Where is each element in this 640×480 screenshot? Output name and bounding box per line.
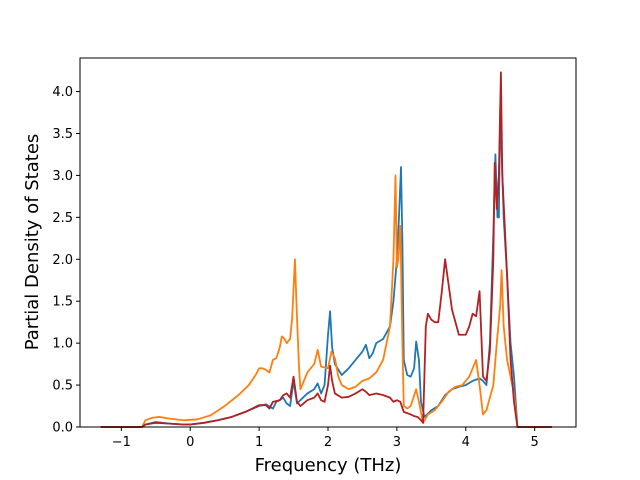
y-tick-label: 3.0 [52, 169, 73, 184]
y-axis-label: Partial Density of States [22, 134, 43, 351]
x-tick-label: 5 [531, 435, 539, 450]
x-tick-label: −1 [112, 435, 131, 450]
y-tick-label: 0.5 [52, 379, 73, 394]
y-tick-label: 2.0 [52, 253, 73, 268]
x-tick-label: 3 [393, 435, 401, 450]
x-tick-label: 2 [324, 435, 332, 450]
series-line-2 [100, 174, 552, 428]
y-axis: 0.0 0.5 1.0 1.5 2.0 2.5 3.0 3.5 4.0 [52, 85, 80, 436]
x-axis: −1 0 1 2 3 4 5 [112, 427, 539, 450]
x-tick-label: 0 [186, 435, 194, 450]
y-tick-label: 1.0 [52, 337, 73, 352]
series-layer [100, 71, 552, 428]
y-tick-label: 4.0 [52, 85, 73, 100]
x-axis-label: Frequency (THz) [255, 455, 402, 476]
series-line-3 [100, 71, 552, 428]
y-tick-label: 0.0 [52, 421, 73, 436]
y-tick-label: 1.5 [52, 295, 73, 310]
x-tick-label: 4 [462, 435, 470, 450]
y-tick-label: 3.5 [52, 127, 73, 142]
y-tick-label: 2.5 [52, 211, 73, 226]
x-tick-label: 1 [255, 435, 263, 450]
